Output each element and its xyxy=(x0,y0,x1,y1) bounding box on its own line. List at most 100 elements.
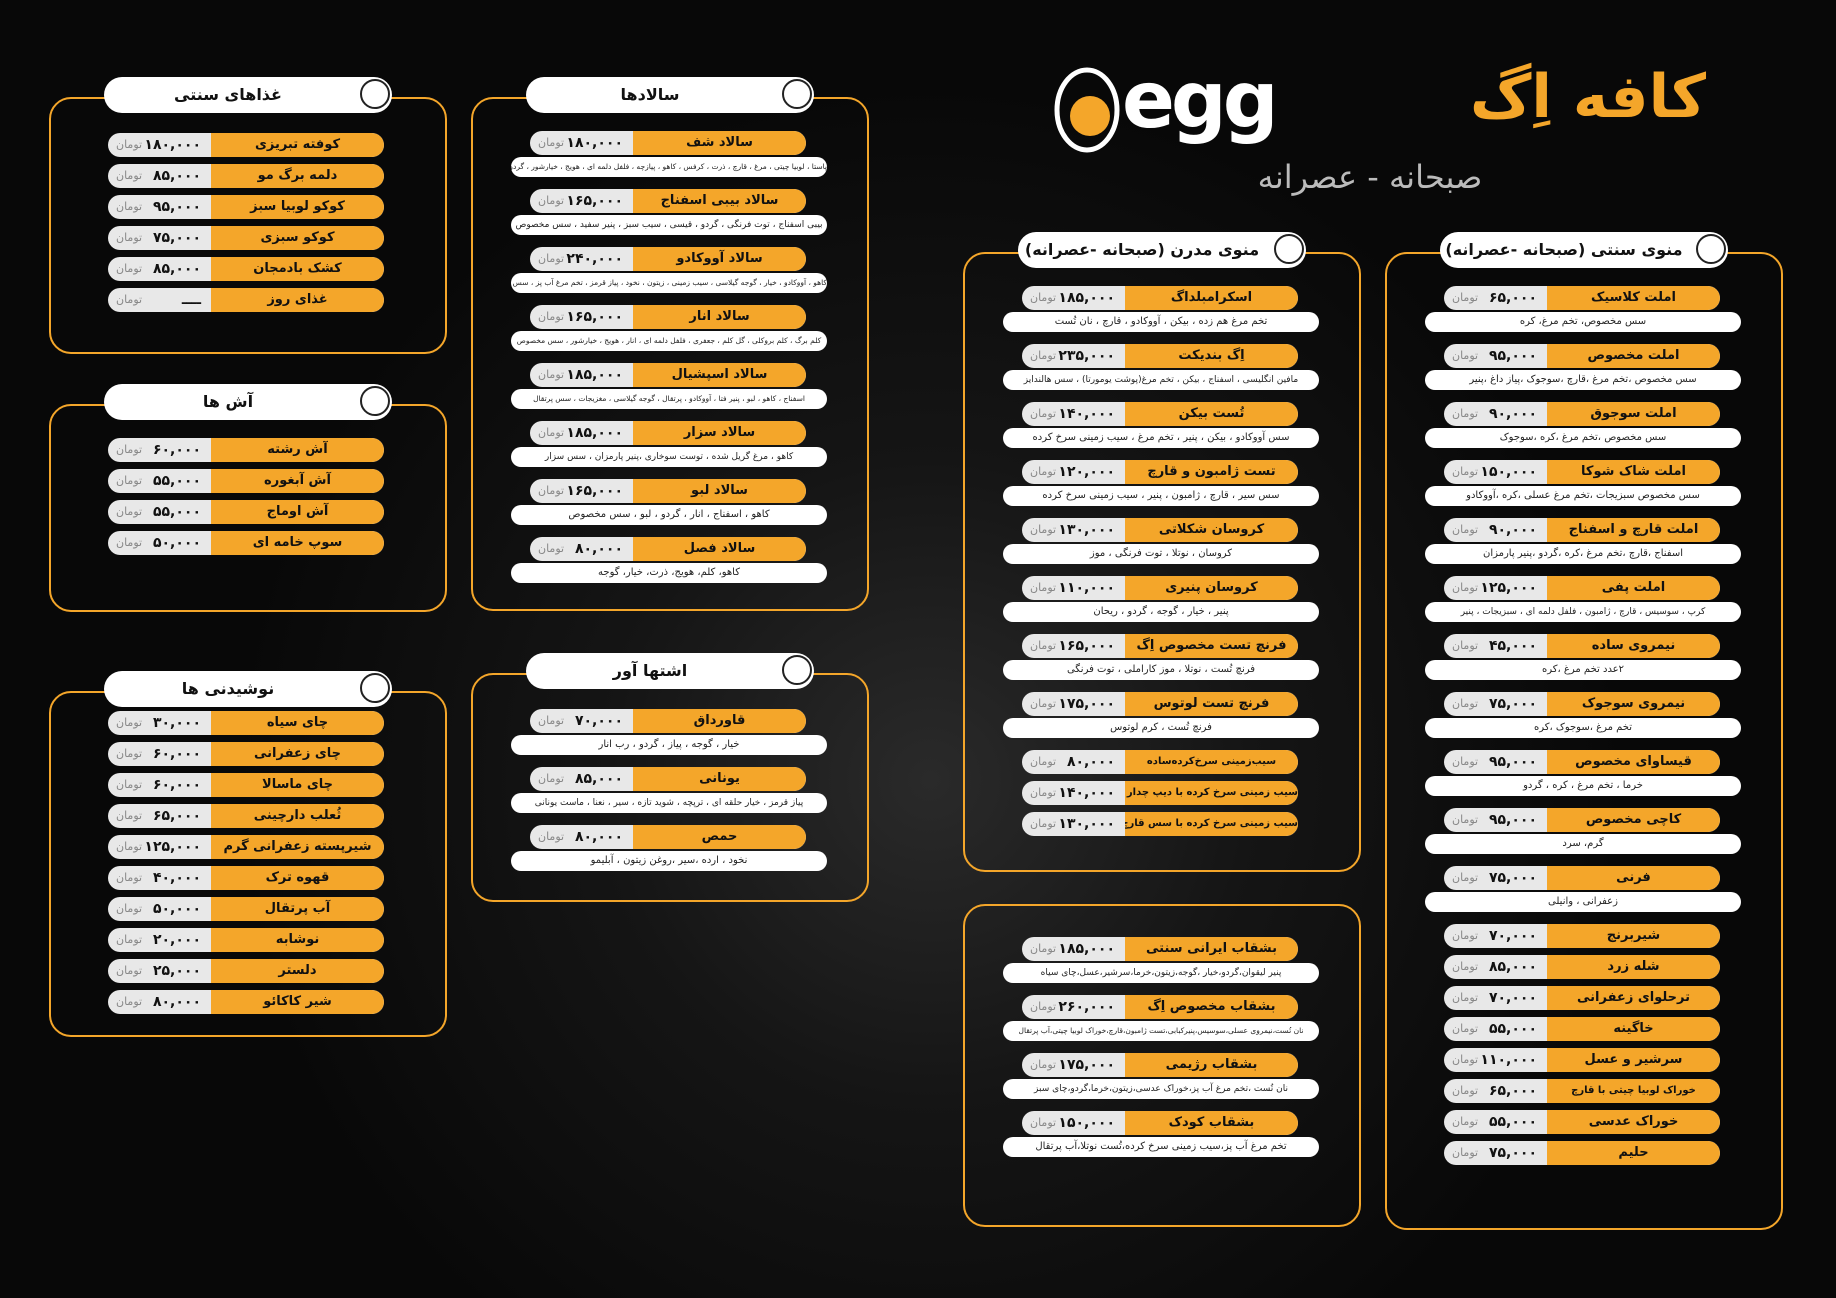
item-description: کاهو، کلم، هویج، ذرت، خیار، گوجه xyxy=(511,563,827,583)
item-description: تخم مرغ آب پز،سیب زمینی سرخ کرده،تُست نو… xyxy=(1003,1137,1319,1157)
item-price: ۱۵۰,۰۰۰ xyxy=(1480,464,1537,480)
item-price: ۱۸۵,۰۰۰ xyxy=(1058,290,1115,306)
item-price: ۱۲۵,۰۰۰ xyxy=(1480,580,1537,596)
item-price: ۷۵,۰۰۰ xyxy=(1488,870,1537,886)
item-price: ۴۵,۰۰۰ xyxy=(1488,638,1537,654)
item-name: چای ماسالا xyxy=(211,773,384,797)
item-description: سس مخصوص سبزیجات ،تخم مرغ عسلی ،کره ،آوو… xyxy=(1425,486,1741,506)
item-description: اسفناج ،قارچ ،تخم مرغ ،کره ،گردو ،پنیر پ… xyxy=(1425,544,1741,564)
item-price: ۱۸۵,۰۰۰ xyxy=(566,425,623,441)
item-name: فرنی xyxy=(1547,866,1720,890)
currency: تومان xyxy=(1452,991,1479,1004)
item-price: ۳۰,۰۰۰ xyxy=(152,715,201,731)
currency: تومان xyxy=(1030,407,1057,420)
currency: تومان xyxy=(1452,581,1479,594)
item-price: ۲۴۰,۰۰۰ xyxy=(566,251,623,267)
currency: تومان xyxy=(116,995,143,1008)
item-name: شله زرد xyxy=(1547,955,1720,979)
currency: تومان xyxy=(116,505,143,518)
menu-item: بشقاب مخصوص اِگ تومان ۲۶۰,۰۰۰ xyxy=(1022,995,1298,1019)
item-price: ۱۷۵,۰۰۰ xyxy=(1058,696,1115,712)
item-description: اسفناج ، کاهو ، لبو ، پنیر فتا ، آووکادو… xyxy=(511,389,827,409)
currency: تومان xyxy=(1030,639,1057,652)
item-price: ۱۸۵,۰۰۰ xyxy=(1058,941,1115,957)
item-name: بشقاب کودک xyxy=(1125,1111,1298,1135)
item-name: سالاد شف xyxy=(633,131,806,155)
item-price: ۱۳۰,۰۰۰ xyxy=(1058,816,1115,832)
menu-item: بشقاب ایرانی سنتی تومان ۱۸۵,۰۰۰ xyxy=(1022,937,1298,961)
currency: تومان xyxy=(1452,813,1479,826)
item-price: ۶۰,۰۰۰ xyxy=(152,777,201,793)
section-title: نوشیدنی ها xyxy=(104,671,392,707)
item-price: ۶۵,۰۰۰ xyxy=(1488,290,1537,306)
item-name: املت شاک شوکا xyxy=(1547,460,1720,484)
menu-section: چای سیاه تومان ۳۰,۰۰۰ چای زعفرانی تومان ۶۰,۰۰… xyxy=(49,691,447,1037)
item-name: نوشابه xyxy=(211,928,384,952)
menu-item: شیرپسته زعفرانی گرم تومان ۱۲۵,۰۰۰ xyxy=(108,835,384,859)
currency: تومان xyxy=(116,933,143,946)
item-price: ۱۱۰,۰۰۰ xyxy=(1480,1052,1537,1068)
currency: تومان xyxy=(538,542,565,555)
item-price: ۸۵,۰۰۰ xyxy=(1488,959,1537,975)
item-description: سس مخصوص ،تخم مرغ ،قارچ ،سوجوک ،پیاز داغ… xyxy=(1425,370,1741,390)
currency: تومان xyxy=(116,778,143,791)
currency: تومان xyxy=(1452,1022,1479,1035)
currency: تومان xyxy=(1030,1116,1057,1129)
section-icon xyxy=(782,655,812,685)
item-description: تخم مرغ هم زده ، بیکن ، آووکادو ، قارچ ،… xyxy=(1003,312,1319,332)
item-name: اِگ بندیکت xyxy=(1125,344,1298,368)
item-name: املت سوجوق xyxy=(1547,402,1720,426)
item-price: ۱۶۵,۰۰۰ xyxy=(566,193,623,209)
item-description: کرپ ، سوسیس ، قارچ ، ژامبون ، فلفل دلمه … xyxy=(1425,602,1741,622)
item-description: کروسان ، نوتلا ، توت فرنگی ، موز xyxy=(1003,544,1319,564)
item-price: ۵۵,۰۰۰ xyxy=(1488,1021,1537,1037)
item-name: خاگینه xyxy=(1547,1017,1720,1041)
item-name: املت قارچ و اسفناج xyxy=(1547,518,1720,542)
menu-item: کشک بادمجان تومان ۸۵,۰۰۰ xyxy=(108,257,384,281)
item-price: ۵۵,۰۰۰ xyxy=(152,473,201,489)
menu-item: سوپ خامه ای تومان ۵۰,۰۰۰ xyxy=(108,531,384,555)
item-name: فرنچ تست لوتوس xyxy=(1125,692,1298,716)
currency: تومان xyxy=(1452,523,1479,536)
menu-item: حلیم تومان ۷۵,۰۰۰ xyxy=(1444,1141,1720,1165)
menu-section: سالاد شف تومان ۱۸۰,۰۰۰ پاستا ، لوبیا چیتی ،… xyxy=(471,97,869,611)
item-description: سس مخصوص، تخم مرغ، کره xyxy=(1425,312,1741,332)
menu-item: کوکو لوبیا سبز تومان ۹۵,۰۰۰ xyxy=(108,195,384,219)
currency: تومان xyxy=(1030,697,1057,710)
currency: تومان xyxy=(538,136,565,149)
item-price: ۱۲۵,۰۰۰ xyxy=(144,839,201,855)
currency: تومان xyxy=(538,714,565,727)
item-name: بشقاب مخصوص اِگ xyxy=(1125,995,1298,1019)
item-name: کاچی مخصوص xyxy=(1547,808,1720,832)
menu-item: خوراک عدسی تومان ۵۵,۰۰۰ xyxy=(1444,1110,1720,1134)
item-description: نان تُست ،تخم مرغ آب پز،خوراک عدسی،زیتون… xyxy=(1003,1079,1319,1099)
item-price: ۷۰,۰۰۰ xyxy=(1488,928,1537,944)
item-description: کاهو ، آووکادو ، خیار ، گوجه گیلاسی ، سی… xyxy=(511,273,827,293)
brand: کافه اِگ xyxy=(1470,62,1706,132)
item-description: پاستا ، لوبیا چیتی ، مرغ ، قارچ ، ذرت ، … xyxy=(511,157,827,177)
currency: تومان xyxy=(116,716,143,729)
item-name: کروسان شکلاتی xyxy=(1125,518,1298,542)
item-price: ۲۵,۰۰۰ xyxy=(152,963,201,979)
item-description: گرم، سرد xyxy=(1425,834,1741,854)
menu-item: ترحلوای زعفرانی تومان ۷۰,۰۰۰ xyxy=(1444,986,1720,1010)
item-name: سالاد لبو xyxy=(633,479,806,503)
section-title-text: غذاهای سنتی xyxy=(174,85,282,104)
item-name: سالاد انار xyxy=(633,305,806,329)
item-name: سیب زمینی سرخ کرده با دیپ چدار و ژامبون xyxy=(1125,781,1298,805)
currency: تومان xyxy=(1030,1000,1057,1013)
menu-item: ثُعلب دارچینی تومان ۶۵,۰۰۰ xyxy=(108,804,384,828)
item-name: تست ژامبون و قارچ xyxy=(1125,460,1298,484)
item-price: ۲۳۵,۰۰۰ xyxy=(1058,348,1115,364)
menu-item: تُست بیکن تومان ۱۴۰,۰۰۰ xyxy=(1022,402,1298,426)
currency: تومان xyxy=(538,368,565,381)
section-title: منوی مدرن (صبحانه -عصرانه) xyxy=(1018,232,1306,268)
logo-egg xyxy=(1054,67,1120,153)
menu-item: خاگینه تومان ۵۵,۰۰۰ xyxy=(1444,1017,1720,1041)
currency: تومان xyxy=(1452,960,1479,973)
menu-item: سیب زمینی سرخ کرده با دیپ چدار و ژامبون ت… xyxy=(1022,781,1298,805)
menu-item: نیمروی ساده تومان ۴۵,۰۰۰ xyxy=(1444,634,1720,658)
currency: تومان xyxy=(538,194,565,207)
menu-item: سیب زمینی سرخ کرده با سس قارچ تومان ۱۳۰,۰۰… xyxy=(1022,812,1298,836)
